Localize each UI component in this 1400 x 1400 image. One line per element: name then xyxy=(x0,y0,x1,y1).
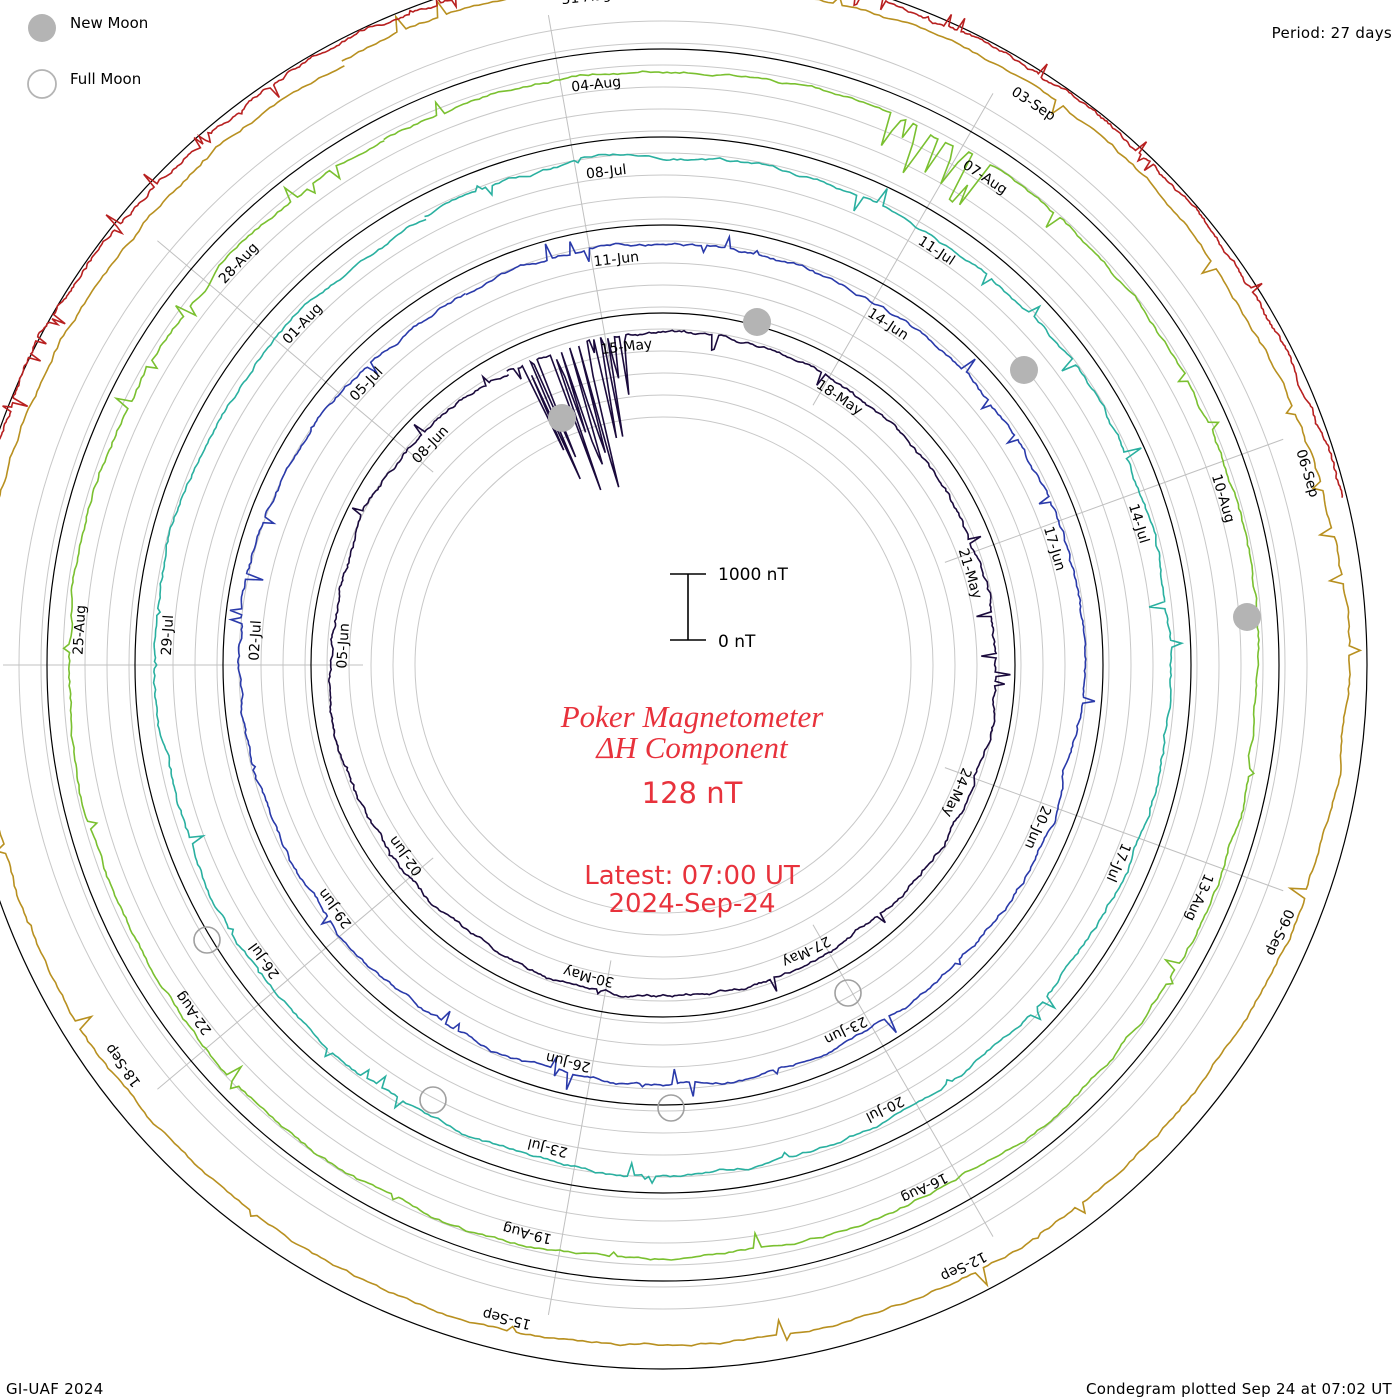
date-label: 15-May xyxy=(600,336,653,358)
date-label: 27-May xyxy=(779,932,832,970)
date-label: 03-Sep xyxy=(1008,84,1058,125)
full-moon-icon xyxy=(27,69,57,99)
new-moon-marker xyxy=(1010,356,1038,384)
trace-series-3 xyxy=(152,153,1185,1185)
date-label: 02-Jul xyxy=(247,620,265,661)
date-label: 20-Jul xyxy=(863,1092,906,1124)
new-moon-marker xyxy=(743,308,771,336)
date-spoke xyxy=(157,857,434,1090)
date-label: 24-May xyxy=(939,765,974,819)
latest-time: Latest: 07:00 UT xyxy=(584,861,800,891)
new-moon-marker xyxy=(1233,603,1261,631)
date-label: 08-Jul xyxy=(585,162,627,183)
scale-bar: 1000 nT 0 nT xyxy=(670,565,788,652)
period-label: Period: 27 days xyxy=(1271,24,1392,42)
date-label: 05-Jul xyxy=(347,364,386,404)
date-label: 05-Jun xyxy=(334,623,353,669)
trace-series-2 xyxy=(228,233,1096,1097)
new-moon-icon xyxy=(28,14,56,42)
date-label: 28-Aug xyxy=(216,240,262,287)
full-moon-label: Full Moon xyxy=(70,70,141,88)
date-label: 18-Sep xyxy=(102,1041,144,1090)
scale-bar-top-label: 1000 nT xyxy=(718,565,788,585)
full-moon-marker xyxy=(193,926,221,954)
trace-series-6 xyxy=(0,0,1344,498)
baseline-rings xyxy=(0,0,1368,1370)
date-label: 10-Aug xyxy=(1208,472,1238,524)
baseline-ring xyxy=(46,48,1280,1282)
trace-series-1 xyxy=(327,329,1011,999)
date-label: 26-Jun xyxy=(544,1049,592,1075)
date-spoke xyxy=(812,93,994,406)
date-label: 13-Aug xyxy=(1182,871,1217,923)
date-label: 31-Aug xyxy=(561,0,612,8)
trace-series-4 xyxy=(62,70,1260,1261)
baseline-ring xyxy=(222,224,1104,1106)
scale-value: 128 nT xyxy=(642,776,743,810)
full-moon-marker xyxy=(657,1094,685,1122)
chart-title: Poker Magnetometer xyxy=(560,699,824,734)
date-label: 29-Jul xyxy=(159,615,177,656)
full-moon-marker xyxy=(834,979,862,1007)
date-label: 15-Sep xyxy=(481,1305,533,1332)
date-spoke xyxy=(157,240,434,473)
credit-label: GI-UAF 2024 xyxy=(6,1380,104,1398)
new-moon-marker xyxy=(548,404,576,432)
chart-subtitle: ΔH Component xyxy=(594,730,789,765)
date-label: 20-Jun xyxy=(1021,803,1054,851)
baseline-ring xyxy=(0,0,1368,1370)
grid-ring xyxy=(282,284,1044,1046)
grid-ring xyxy=(370,372,956,958)
data-traces xyxy=(0,0,1363,1347)
plot-timestamp: Condegram plotted Sep 24 at 07:02 UT xyxy=(1086,1380,1392,1398)
date-label: 30-May xyxy=(562,962,616,990)
date-label: 11-Jun xyxy=(593,249,640,270)
grid-ring xyxy=(392,394,934,936)
grid-ring xyxy=(414,416,912,914)
date-label: 16-Aug xyxy=(898,1169,950,1206)
date-label: 25-Aug xyxy=(71,605,90,656)
date-label: 07-Aug xyxy=(960,157,1010,198)
baseline-ring xyxy=(134,136,1192,1194)
grid-ring xyxy=(260,262,1066,1068)
scale-bar-bottom-label: 0 nT xyxy=(718,632,756,652)
baseline-ring xyxy=(310,312,1016,1018)
date-spokes xyxy=(3,14,1284,1316)
date-spoke xyxy=(944,438,1284,563)
new-moon-label: New Moon xyxy=(70,14,148,32)
date-spoke xyxy=(812,924,994,1237)
date-spoke xyxy=(547,14,612,370)
date-label: 14-Jul xyxy=(1125,502,1152,545)
date-spoke xyxy=(547,960,612,1316)
date-spoke xyxy=(944,767,1284,892)
date-label: 04-Aug xyxy=(571,74,622,96)
latest-date: 2024-Sep-24 xyxy=(608,889,775,919)
trace-series-5 xyxy=(0,0,1363,1347)
date-label: 08-Jun xyxy=(409,423,452,467)
moon-markers xyxy=(193,308,1261,1122)
full-moon-marker xyxy=(419,1086,447,1114)
